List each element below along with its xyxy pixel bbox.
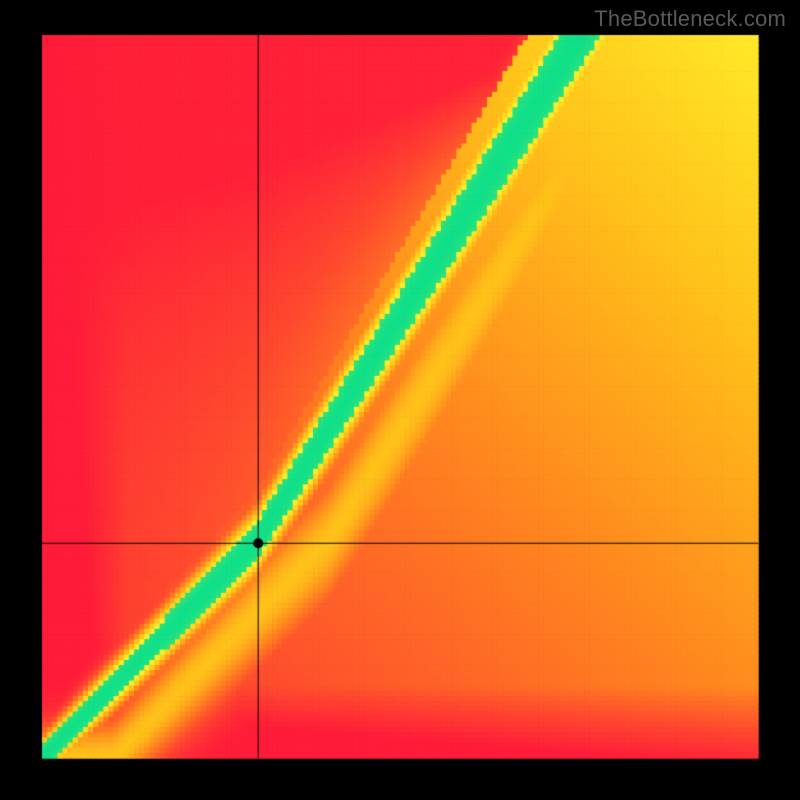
- heatmap-canvas: [0, 0, 800, 800]
- chart-container: TheBottleneck.com: [0, 0, 800, 800]
- watermark-text: TheBottleneck.com: [594, 6, 786, 32]
